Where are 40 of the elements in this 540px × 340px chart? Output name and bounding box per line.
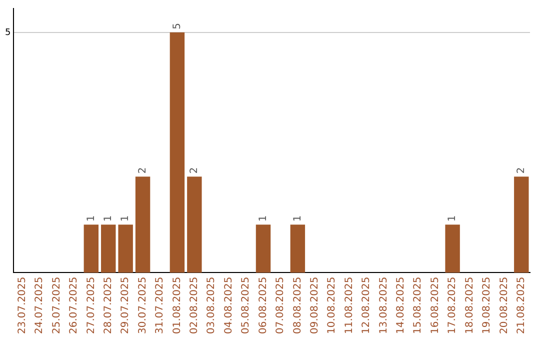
x-tick-label: 30.07.2025 [137,276,148,334]
x-tick-label: 23.07.2025 [16,276,28,334]
x-tick-label: 02.08.2025 [189,276,200,334]
x-tick-label: 10.08.2025 [326,276,338,334]
x-tick-label: 08.08.2025 [292,276,304,334]
data-label: 2 [137,167,148,174]
data-label: 1 [102,215,114,222]
data-label: 1 [292,215,304,222]
x-tick-label: 13.08.2025 [378,276,390,334]
x-tick-label: 14.08.2025 [396,276,407,334]
x-tick-label: 18.08.2025 [464,276,476,334]
x-tick-label: 25.07.2025 [51,276,62,334]
x-tick-label: 31.07.2025 [154,276,166,334]
x-tick-label: 26.07.2025 [68,276,80,334]
x-tick-label: 16.08.2025 [430,276,441,334]
x-tick-label: 06.08.2025 [258,276,269,334]
x-tick-label: 07.08.2025 [275,276,286,334]
data-label: 1 [258,215,269,222]
data-label: 1 [120,215,132,222]
x-tick-label: 20.08.2025 [498,276,510,334]
data-label: 2 [189,167,200,174]
x-tick-label: 05.08.2025 [240,276,252,334]
x-tick-label: 21.08.2025 [516,276,527,334]
x-tick-label: 04.08.2025 [223,276,234,334]
x-tick-label: 12.08.2025 [361,276,372,334]
data-label: 1 [447,215,458,222]
x-tick-label: 09.08.2025 [309,276,320,334]
x-tick-label: 27.07.2025 [86,276,97,334]
x-tick-label: 17.08.2025 [447,276,458,334]
x-tick-label: 19.08.2025 [482,276,493,334]
data-label: 1 [86,215,97,222]
data-label: 5 [172,23,183,30]
x-tick-label: 28.07.2025 [102,276,114,334]
x-tick-label: 01.08.2025 [172,276,183,334]
x-tick-label: 11.08.2025 [344,276,355,334]
data-label: 2 [516,167,527,174]
x-tick-label: 03.08.2025 [206,276,218,334]
x-tick-label: 29.07.2025 [120,276,132,334]
x-tick-label: 15.08.2025 [412,276,424,334]
x-tick-label: 24.07.2025 [34,276,46,334]
